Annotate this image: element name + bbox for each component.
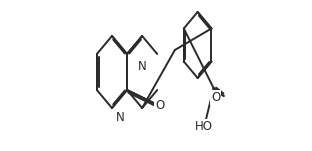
Text: N: N bbox=[138, 60, 147, 73]
Text: O: O bbox=[155, 99, 164, 112]
Text: HO: HO bbox=[195, 120, 212, 133]
Text: N: N bbox=[115, 111, 124, 124]
Text: O: O bbox=[211, 91, 220, 104]
